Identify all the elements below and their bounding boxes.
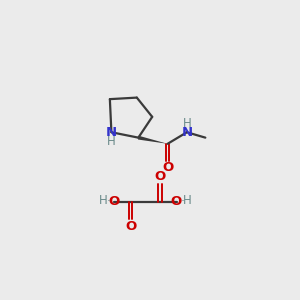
Text: H: H — [182, 194, 191, 207]
Text: ·: · — [106, 195, 110, 208]
Text: H: H — [99, 194, 108, 207]
Text: O: O — [154, 170, 166, 183]
Text: O: O — [170, 195, 182, 208]
Text: ·: · — [180, 195, 184, 208]
Text: O: O — [109, 195, 120, 208]
Text: N: N — [106, 126, 117, 139]
Text: N: N — [181, 126, 192, 139]
Polygon shape — [138, 136, 168, 144]
Text: H: H — [182, 116, 191, 130]
Text: O: O — [125, 220, 136, 233]
Text: H: H — [107, 135, 116, 148]
Text: O: O — [162, 161, 173, 174]
